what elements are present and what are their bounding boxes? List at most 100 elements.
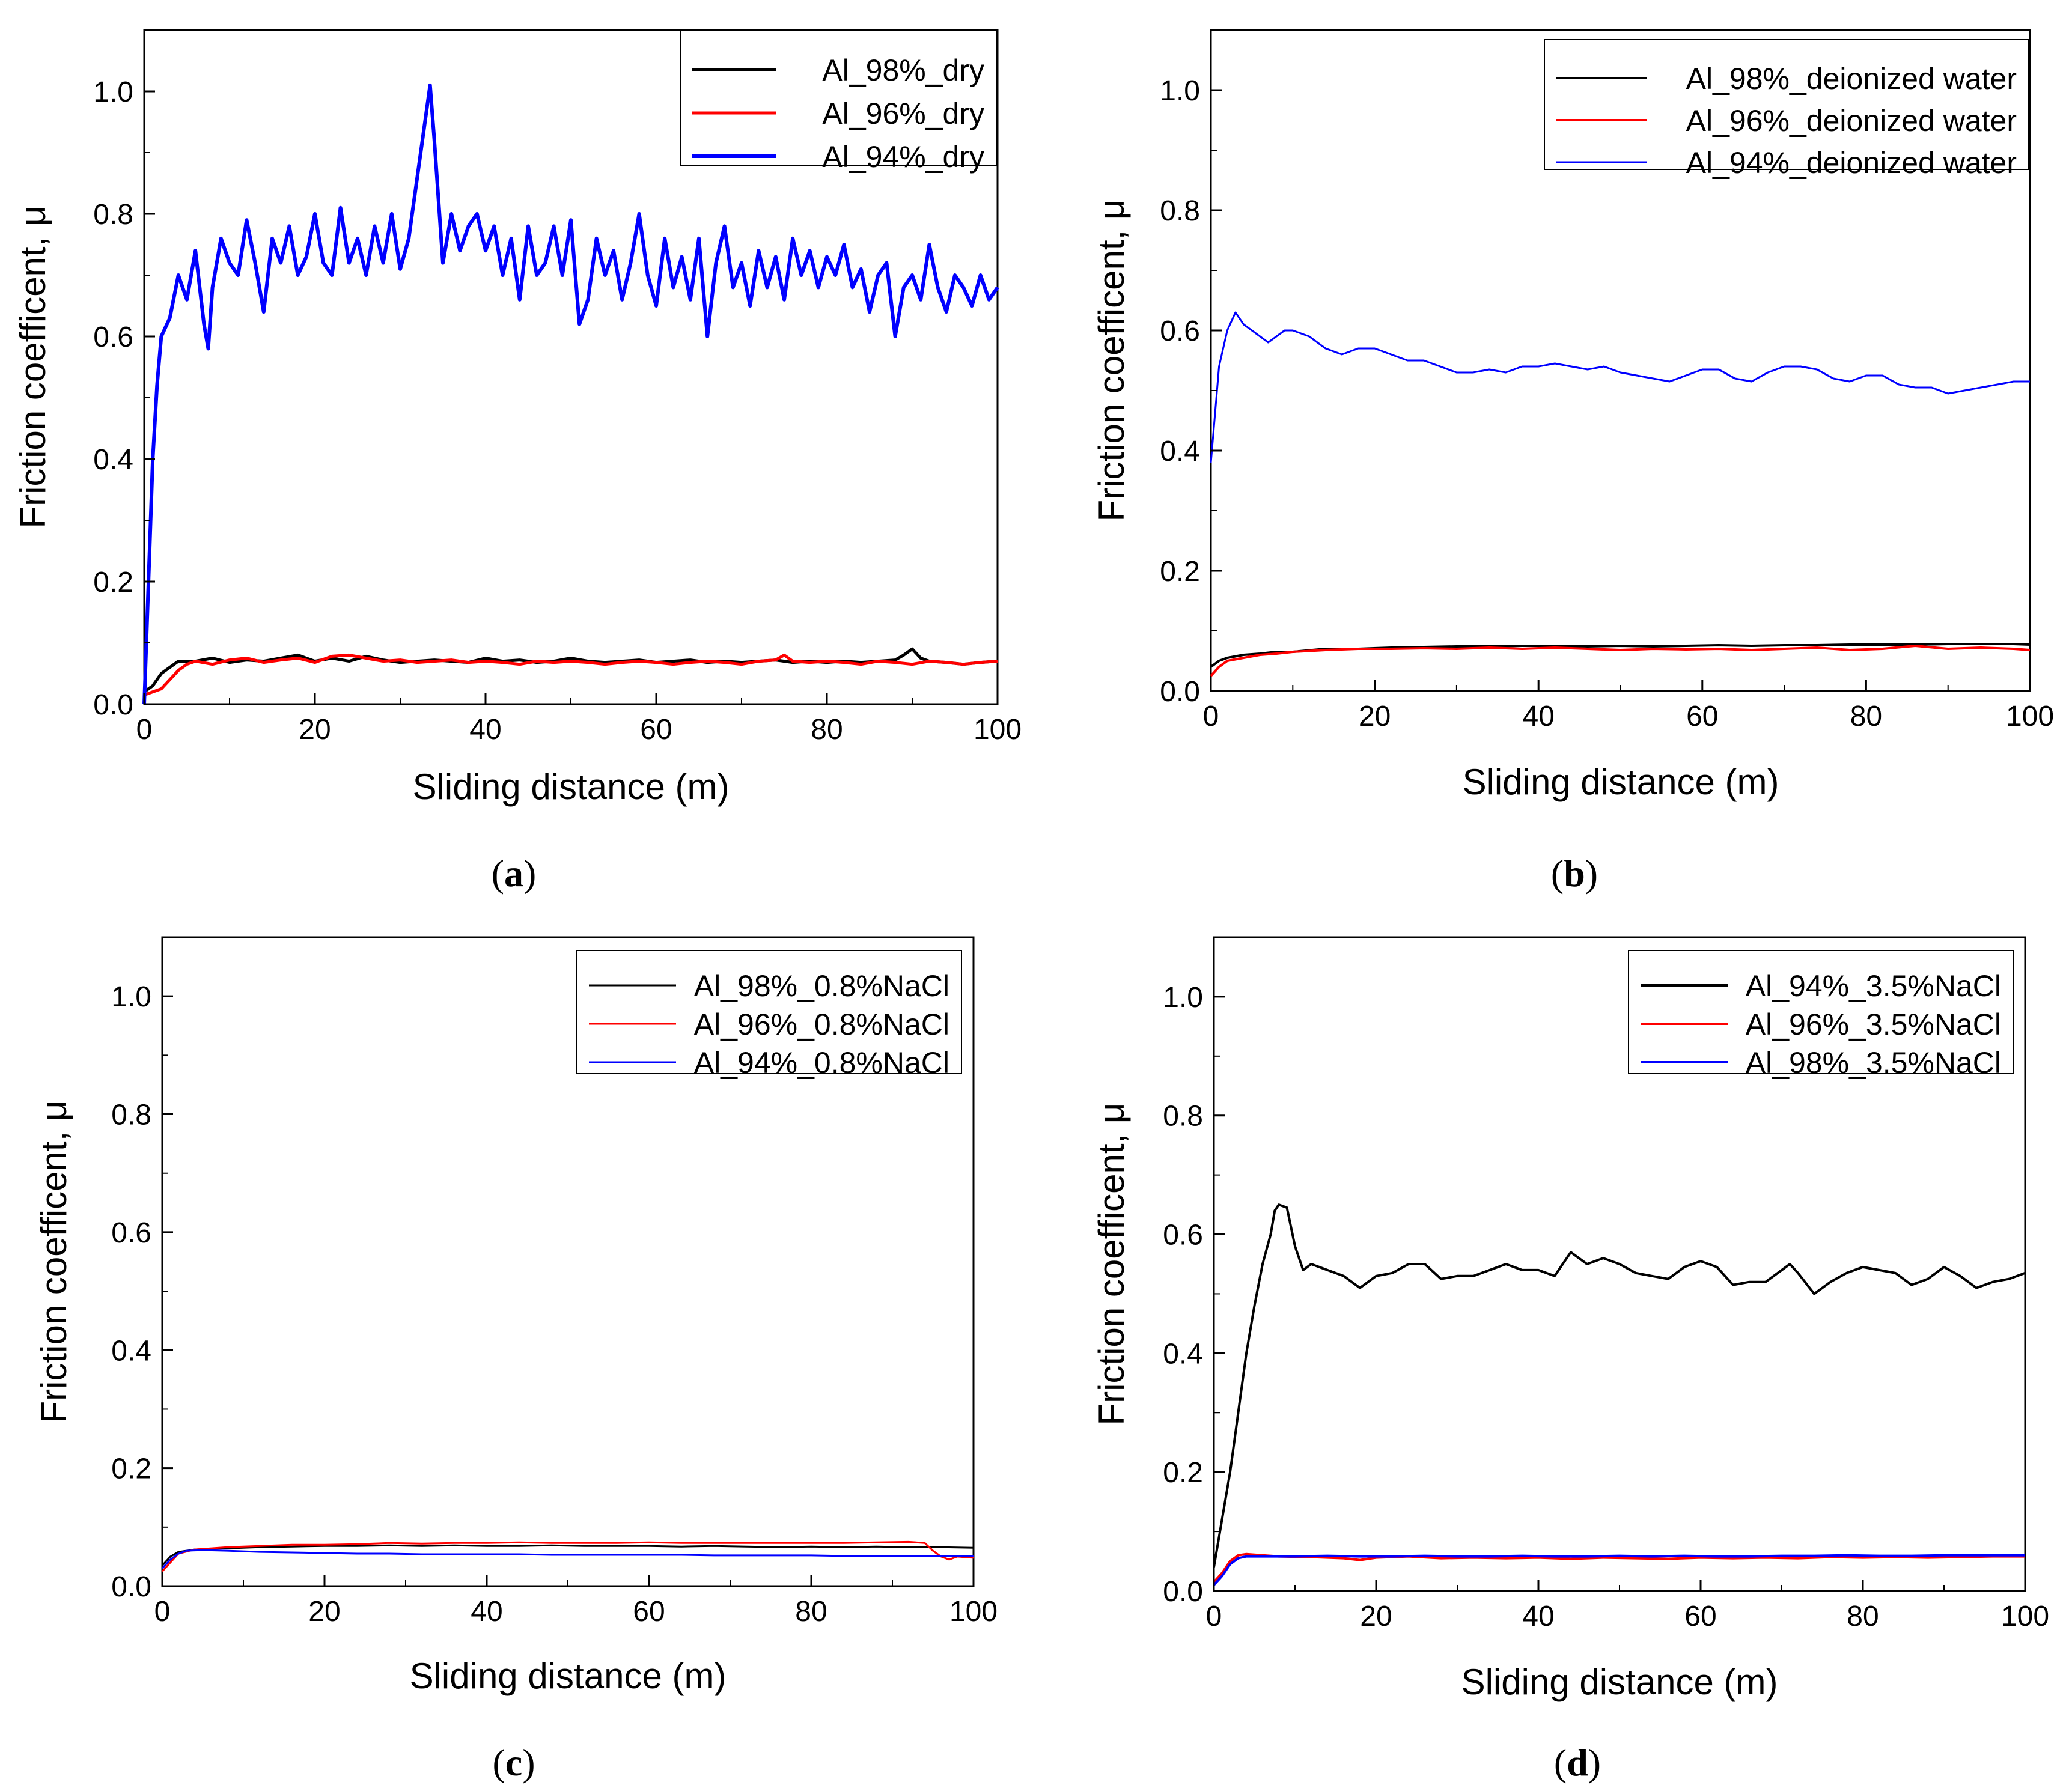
panel-b: 0 20 40 60 80 100 0.0 0.2 0.4 0.6 0.8 1.0 Sliding d…: [1091, 29, 2054, 895]
y-tick-label: 1.0: [93, 76, 133, 108]
x-tick-label: 20: [1359, 701, 1391, 732]
x-tick-label: 80: [811, 714, 843, 746]
series-line-3: [1213, 1554, 2025, 1586]
series-line-2: [161, 1540, 974, 1572]
series-line-2: [1210, 645, 2031, 677]
y-tick-label: 0.2: [1163, 1457, 1203, 1489]
x-axis-title: Sliding distance (m): [1463, 762, 1779, 802]
y-axis-title: Friction coefficent, μ: [13, 205, 53, 528]
y-tick-label: 1.0: [111, 981, 151, 1013]
y-axis-title: Friction coefficent, μ: [1091, 199, 1132, 521]
y-axis-title: Friction coefficent, μ: [34, 1100, 74, 1423]
legend-label: Al_94%_3.5%NaCl: [1746, 969, 2001, 1003]
x-axis-title: Sliding distance (m): [410, 1656, 727, 1696]
series-group: [1213, 1203, 2026, 1586]
x-tick-label: 100: [949, 1596, 998, 1628]
legend-label: Al_96%_3.5%NaCl: [1746, 1008, 2001, 1041]
legend-box: [1628, 950, 2014, 1074]
legend-label: Al_94%_deionized water: [1686, 146, 2017, 180]
x-tick-label: 0: [136, 714, 153, 746]
panel-label: (d): [1554, 1741, 1601, 1784]
legend-label: Al_96%_deionized water: [1686, 104, 2017, 138]
y-tick-label: 0.0: [1160, 676, 1200, 708]
x-tick-label: 100: [2001, 1601, 2049, 1632]
y-tick-label: 0.8: [111, 1099, 151, 1131]
y-tick-label: 1.0: [1160, 75, 1200, 107]
x-axis-title: Sliding distance (m): [1461, 1662, 1778, 1702]
legend-label: Al_98%_deionized water: [1686, 62, 2017, 96]
legend-label: Al_98%_dry: [822, 53, 984, 87]
y-tick-label: 0.4: [1160, 436, 1200, 467]
legend-label: Al_98%_0.8%NaCl: [694, 969, 949, 1003]
x-tick-label: 60: [1686, 701, 1718, 732]
legend: Al_98%_0.8%NaCl Al_96%_0.8%NaCl Al_94%_0.8…: [576, 950, 962, 1080]
series-line-3: [1210, 311, 2030, 463]
x-tick-label: 60: [633, 1596, 665, 1628]
panel-c: 0 20 40 60 80 100 0.0 0.2 0.4 0.6 0.8 1.0 Sliding d…: [34, 936, 998, 1784]
series-line-3: [161, 1549, 974, 1569]
y-tick-label: 0.2: [93, 567, 133, 598]
y-tick-label: 0.0: [1163, 1576, 1203, 1608]
panel-label: (a): [492, 852, 537, 895]
tick-group: 0 20 40 60 80 100 0.0 0.2 0.4 0.6 0.8 1.0: [1160, 29, 2054, 732]
tick-group: 0 20 40 60 80 100 0.0 0.2 0.4 0.6 0.8 1.0: [111, 937, 998, 1628]
x-tick-label: 80: [1850, 701, 1882, 732]
legend: Al_98%_deionized water Al_96%_deionized w…: [1544, 39, 2029, 180]
y-tick-label: 0.0: [111, 1571, 151, 1603]
x-tick-label: 60: [640, 714, 672, 746]
series-group: [142, 83, 999, 705]
series-group: [1210, 311, 2031, 677]
y-tick-label: 0.0: [93, 689, 133, 721]
x-tick-label: 100: [2006, 701, 2054, 732]
x-tick-label: 40: [471, 1596, 502, 1628]
x-tick-label: 40: [1523, 701, 1555, 732]
x-tick-label: 40: [469, 714, 501, 746]
legend-box: [680, 29, 997, 166]
legend: Al_98%_dry Al_96%_dry Al_94%_dry: [680, 29, 997, 174]
y-tick-label: 1.0: [1163, 982, 1203, 1014]
panel-label-letter: b: [1564, 852, 1585, 895]
tick-group: 0 20 40 60 80 100 0.0 0.2 0.4 0.6 0.8 1.0: [93, 29, 1022, 746]
series-line-3: [142, 83, 999, 705]
y-tick-label: 0.4: [93, 444, 133, 476]
legend-label: Al_94%_dry: [822, 140, 984, 174]
x-tick-label: 40: [1522, 1601, 1554, 1632]
tick-group: 0 20 40 60 80 100 0.0 0.2 0.4 0.6 0.8 1.0: [1163, 937, 2049, 1632]
legend: Al_94%_3.5%NaCl Al_96%_3.5%NaCl Al_98%_3.5…: [1628, 950, 2014, 1080]
legend-label: Al_98%_3.5%NaCl: [1746, 1046, 2001, 1080]
x-axis-title: Sliding distance (m): [413, 767, 730, 807]
series-line-2: [144, 653, 998, 697]
y-tick-label: 0.6: [1160, 315, 1200, 347]
legend-box: [1544, 39, 2029, 170]
series-line-1: [161, 1544, 974, 1566]
series-line-2: [1213, 1552, 2025, 1583]
panel-label: (c): [492, 1741, 535, 1784]
legend-label: Al_94%_0.8%NaCl: [694, 1046, 949, 1080]
series-line-1: [1213, 1203, 2026, 1568]
y-tick-label: 0.2: [1160, 556, 1200, 588]
panel-label-letter: a: [504, 852, 523, 895]
series-group: [161, 1540, 974, 1572]
x-tick-label: 0: [1203, 701, 1219, 732]
panel-label: (b): [1551, 852, 1598, 895]
series-line-1: [1210, 643, 2031, 668]
y-tick-label: 0.4: [111, 1335, 151, 1367]
y-tick-label: 0.6: [93, 321, 133, 353]
y-tick-label: 0.2: [111, 1453, 151, 1485]
x-tick-label: 0: [154, 1596, 171, 1628]
panel-d: 0 20 40 60 80 100 0.0 0.2 0.4 0.6 0.8 1.0 Sliding d…: [1091, 936, 2049, 1784]
x-tick-label: 20: [1360, 1601, 1392, 1632]
y-tick-label: 0.8: [1163, 1101, 1203, 1133]
y-axis-title: Friction coefficent, μ: [1091, 1102, 1132, 1425]
legend-box: [576, 950, 962, 1074]
x-tick-label: 20: [308, 1596, 340, 1628]
y-tick-label: 0.6: [1163, 1220, 1203, 1251]
legend-label: Al_96%_dry: [822, 97, 984, 130]
panel-label-letter: d: [1567, 1741, 1588, 1784]
x-tick-label: 100: [974, 714, 1022, 746]
x-tick-label: 20: [299, 714, 331, 746]
legend-label: Al_96%_0.8%NaCl: [694, 1008, 949, 1041]
x-tick-label: 80: [1847, 1601, 1879, 1632]
y-tick-label: 0.8: [93, 199, 133, 231]
